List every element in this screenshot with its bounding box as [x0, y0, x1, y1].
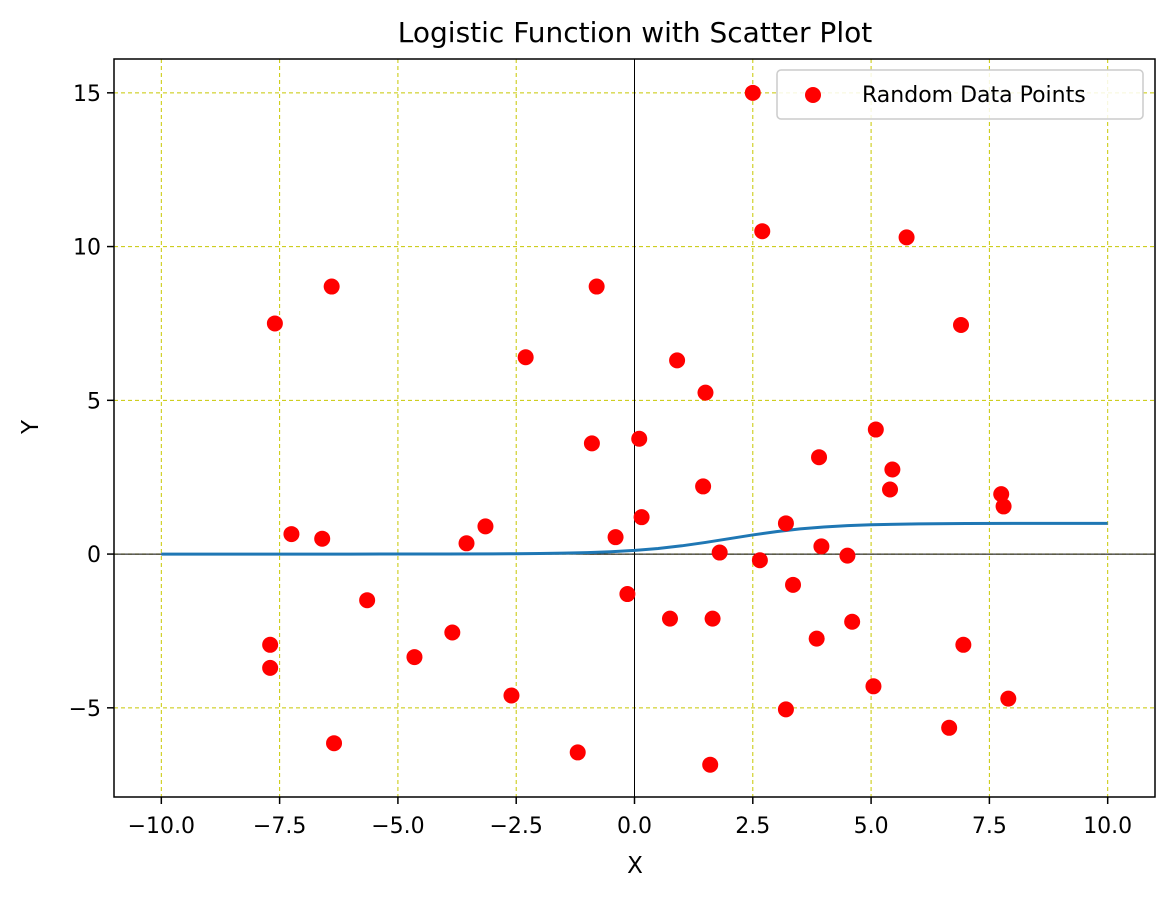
scatter-point-27	[744, 84, 761, 101]
scatter-point-25	[697, 384, 714, 401]
scatter-point-33	[884, 461, 901, 478]
legend-box	[776, 69, 1144, 120]
scatter-point-32	[811, 449, 828, 466]
scatter-point-9	[633, 509, 650, 526]
y-tick-label-2: 5	[87, 389, 101, 414]
scatter-point-18	[326, 735, 343, 752]
scatter-point-29	[898, 229, 915, 246]
logistic-curve-line	[161, 521, 1108, 556]
x-tick-label-4: 0.0	[617, 814, 652, 839]
scatter-point-23	[711, 544, 728, 561]
y-axis-label: Y	[18, 419, 44, 435]
scatter-point-19	[569, 744, 586, 761]
y-tick-label-4: 15	[73, 82, 101, 107]
x-axis-label: X	[627, 853, 643, 879]
scatter-point-0	[266, 315, 283, 332]
scatter-point-13	[262, 636, 279, 653]
scatter-point-28	[754, 223, 771, 240]
x-tick-label-5: 2.5	[735, 814, 770, 839]
scatter-point-22	[704, 610, 721, 627]
scatter-point-20	[619, 586, 636, 603]
scatter-point-21	[661, 610, 678, 627]
scatter-point-6	[458, 535, 475, 552]
scatter-point-41	[785, 576, 802, 593]
scatter-point-2	[588, 278, 605, 295]
x-tick-label-8: 10.0	[1083, 814, 1132, 839]
scatter-point-47	[1000, 690, 1017, 707]
scatter-point-48	[941, 719, 958, 736]
scatter-point-15	[406, 649, 423, 666]
scatter-point-34	[882, 481, 899, 498]
x-tick-label-0: −10.0	[128, 814, 195, 839]
plot-area: −10.0 −7.5 −5.0 −2.5 0.0 2.5 5.0 7.5 10.0 −5 0 5 10 1…	[69, 58, 1156, 839]
x-tick-label-1: −7.5	[253, 814, 306, 839]
scatter-point-17	[503, 687, 520, 704]
scatter-point-42	[808, 630, 825, 647]
scatter-point-45	[777, 701, 794, 718]
legend: Random Data Points	[776, 69, 1144, 120]
scatter-point-35	[993, 486, 1010, 503]
scatter-point-11	[583, 435, 600, 452]
scatter-point-31	[867, 421, 884, 438]
scatter-point-12	[359, 592, 376, 609]
scatter-point-4	[283, 526, 300, 543]
x-tick-label-2: −5.0	[371, 814, 424, 839]
y-tick-label-0: −5	[69, 697, 101, 722]
y-tick-label-3: 10	[73, 236, 101, 261]
scatter-point-26	[695, 478, 712, 495]
legend-marker	[805, 87, 821, 103]
scatter-point-43	[844, 613, 861, 630]
scatter-point-36	[995, 498, 1012, 515]
y-tick-label-1: 0	[87, 543, 101, 568]
x-tick-label-3: −2.5	[489, 814, 542, 839]
scatter-point-46	[955, 636, 972, 653]
scatter-point-30	[953, 316, 969, 333]
scatter-point-7	[477, 518, 494, 535]
scatter-point-49	[702, 756, 719, 773]
scatter-point-16	[444, 624, 461, 641]
scatter-point-37	[777, 515, 794, 532]
scatter-point-40	[751, 552, 768, 569]
scatter-point-10	[631, 430, 648, 447]
scatter-point-39	[839, 547, 856, 564]
scatter-point-5	[314, 530, 331, 547]
scatter-point-24	[669, 352, 686, 369]
legend-label: Random Data Points	[862, 83, 1086, 108]
scatter-point-1	[323, 278, 340, 295]
scatter-point-3	[517, 349, 534, 366]
chart-title: Logistic Function with Scatter Plot	[398, 16, 872, 49]
x-tick-label-7: 7.5	[972, 814, 1007, 839]
scatter-point-44	[865, 678, 882, 695]
scatter-point-8	[607, 529, 624, 546]
x-tick-label-6: 5.0	[854, 814, 889, 839]
scatter-point-38	[813, 538, 830, 555]
scatter-point-14	[262, 659, 279, 676]
